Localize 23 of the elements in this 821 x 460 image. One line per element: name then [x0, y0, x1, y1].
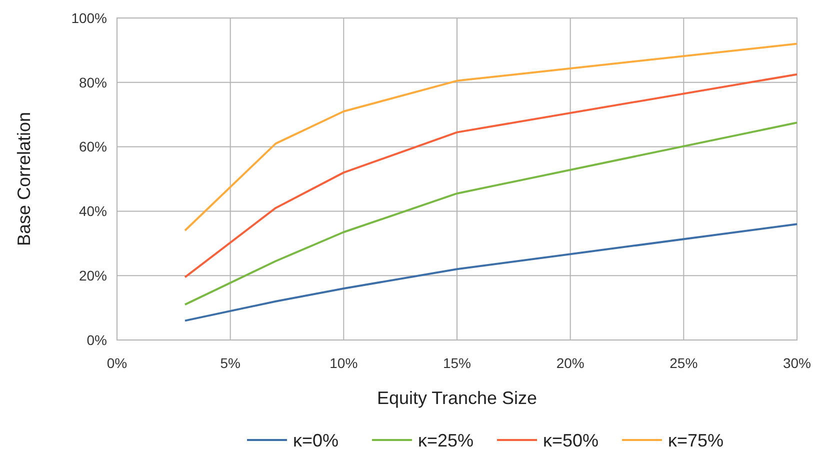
y-tick-label: 60%	[78, 138, 107, 155]
x-tick-label: 5%	[220, 355, 240, 371]
y-tick-label: 40%	[78, 203, 107, 220]
x-tick-label: 20%	[556, 355, 584, 371]
line-series	[184, 42, 798, 232]
x-tick-label: 25%	[670, 355, 698, 371]
y-tick-label: 0%	[86, 332, 107, 348]
line-series	[184, 122, 798, 306]
x-tick-label: 15%	[442, 355, 472, 371]
legend-label: κ=75%	[668, 430, 724, 450]
y-axis-title: Base Correlation	[14, 112, 34, 246]
legend-label: κ=50%	[543, 430, 599, 450]
legend-label: κ=0%	[293, 430, 339, 450]
line-series	[184, 223, 798, 322]
x-tick-label: 0%	[106, 355, 128, 371]
x-tick-label: 10%	[330, 355, 358, 371]
y-tick-label: 20%	[78, 268, 107, 284]
y-tick-label: 80%	[78, 74, 107, 90]
x-tick-label: 30%	[782, 355, 812, 371]
legend-label: κ=25%	[418, 430, 474, 450]
x-axis-title: Equity Tranche Size	[376, 388, 538, 408]
line-series	[184, 73, 798, 278]
y-tick-label: 100%	[71, 10, 107, 26]
